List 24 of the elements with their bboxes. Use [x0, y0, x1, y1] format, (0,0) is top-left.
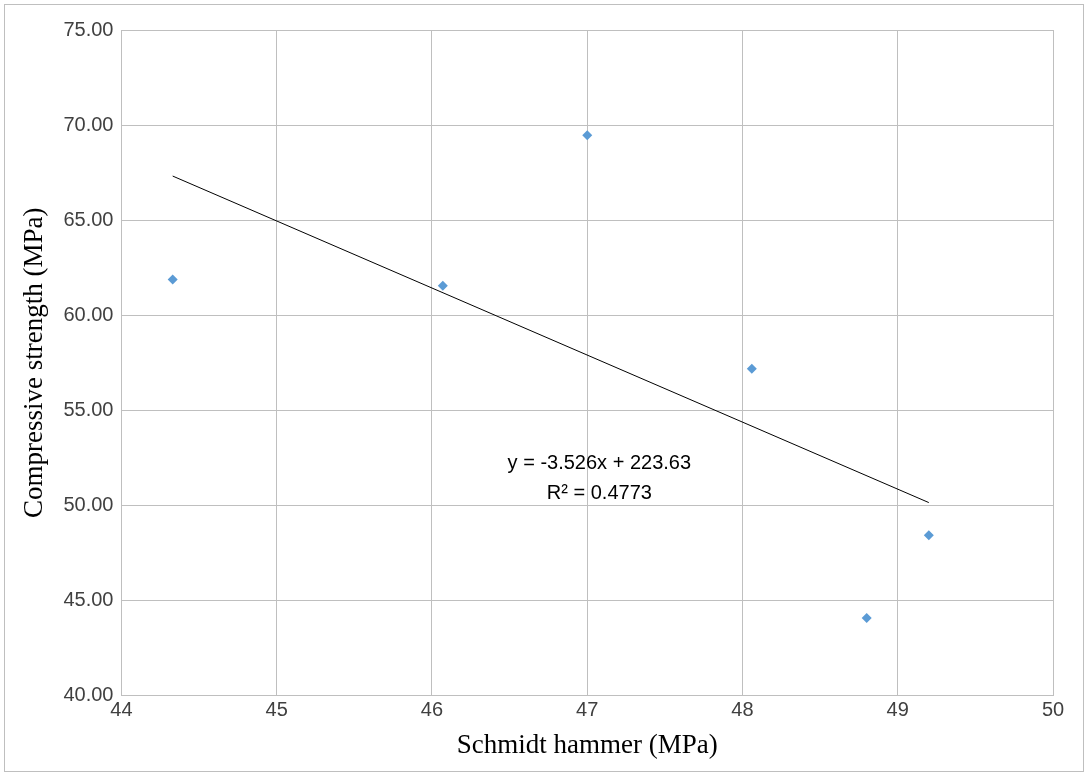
- y-tick-label: 65.00: [63, 207, 114, 230]
- y-tick-label: 55.00: [63, 397, 114, 420]
- x-tick-label: 48: [731, 698, 754, 721]
- x-tick-label: 45: [265, 698, 288, 721]
- point: [923, 530, 934, 541]
- point: [582, 130, 593, 141]
- x-tick-label: 49: [886, 698, 909, 721]
- x-axis-title: Schmidt hammer (MPa): [456, 728, 718, 759]
- annotation: R² = 0.4773: [546, 480, 652, 503]
- y-tick-label: 40.00: [63, 683, 114, 706]
- y-tick-label: 50.00: [63, 492, 114, 515]
- annotation: y = -3.526x + 223.63: [507, 450, 692, 473]
- y-tick-label: 60.00: [63, 302, 114, 325]
- point: [167, 274, 178, 285]
- x-tick-label: 46: [420, 698, 444, 721]
- point: [437, 280, 448, 291]
- y-tick-label: 75.00: [63, 17, 114, 40]
- x-tick-label: 50: [1041, 698, 1065, 721]
- y-tick-label: 70.00: [63, 112, 114, 135]
- point: [861, 613, 872, 624]
- point: [746, 363, 757, 374]
- x-tick-label: 47: [576, 698, 599, 721]
- y-axis-title: Compressive strength (MPa): [18, 207, 49, 519]
- y-tick-label: 45.00: [63, 588, 114, 611]
